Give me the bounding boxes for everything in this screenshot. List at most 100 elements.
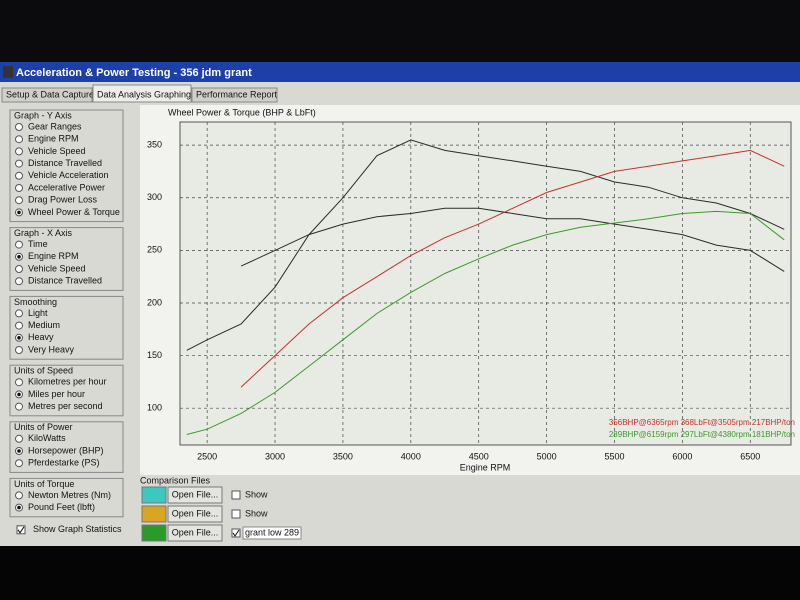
radio-label[interactable]: Vehicle Acceleration: [28, 170, 109, 180]
group-box: [9, 421, 124, 473]
radio[interactable]: [15, 159, 23, 168]
stats-annotation: 289BHP@6159rpm 297LbFt@4380rpm 181BHP/to…: [609, 430, 795, 439]
series-line: [240, 149, 785, 388]
radio-label[interactable]: Wheel Power & Torque: [28, 207, 120, 217]
tab[interactable]: [92, 84, 192, 103]
checkbox[interactable]: [231, 490, 241, 500]
radio-label[interactable]: Gear Ranges: [28, 121, 82, 131]
x-tick-label: 4000: [401, 451, 421, 461]
radio[interactable]: [15, 402, 23, 411]
y-tick-label: 250: [147, 245, 162, 255]
radio-label[interactable]: Newton Metres (Nm): [28, 490, 111, 500]
x-tick-label: 6500: [740, 451, 760, 461]
radio[interactable]: [15, 171, 23, 180]
button-label[interactable]: Open File...: [172, 489, 219, 499]
radio-label[interactable]: Engine RPM: [28, 134, 79, 144]
button[interactable]: [167, 524, 223, 542]
window-title: Acceleration & Power Testing - 356 jdm g…: [16, 67, 252, 79]
radio-label[interactable]: Horsepower (BHP): [28, 445, 104, 455]
tab[interactable]: [1, 87, 93, 103]
radio-label[interactable]: Distance Travelled: [28, 276, 102, 286]
radio[interactable]: [15, 147, 23, 156]
radio-label[interactable]: Engine RPM: [28, 251, 79, 261]
button-label[interactable]: Open File...: [172, 527, 219, 537]
button[interactable]: [167, 486, 223, 504]
radio-label[interactable]: Accelerative Power: [28, 182, 105, 192]
radio[interactable]: [15, 321, 23, 330]
radio-label[interactable]: Very Heavy: [28, 344, 75, 354]
button[interactable]: [167, 505, 223, 523]
radio[interactable]: [15, 265, 23, 273]
radio-label[interactable]: Miles per hour: [28, 389, 85, 399]
plot-area: [179, 121, 792, 446]
app-icon: [3, 66, 13, 78]
chart-title: Wheel Power & Torque (BHP & LbFt): [168, 107, 316, 117]
radio[interactable]: [15, 123, 23, 131]
color-swatch: [141, 486, 167, 504]
group-box: [9, 109, 124, 223]
radio-label[interactable]: Pound Feet (lbft): [28, 502, 95, 512]
radio[interactable]: [15, 378, 23, 387]
tab[interactable]: [191, 87, 278, 103]
group-box: [9, 227, 124, 291]
y-tick-label: 350: [147, 140, 162, 150]
check: [17, 526, 25, 534]
tab-label[interactable]: Performance Report: [196, 89, 278, 99]
series-line: [186, 139, 785, 351]
radio-label[interactable]: Kilometres per hour: [28, 377, 107, 387]
radio-label[interactable]: Metres per second: [28, 401, 103, 411]
radio-label[interactable]: Drag Power Loss: [28, 195, 98, 205]
radio[interactable]: [15, 240, 23, 249]
radio-label[interactable]: Heavy: [28, 332, 54, 342]
radio[interactable]: [15, 277, 23, 286]
radio-label[interactable]: Pferdestarke (PS): [28, 458, 100, 468]
radio-label[interactable]: Vehicle Speed: [28, 146, 86, 156]
radio-label[interactable]: KiloWatts: [28, 433, 66, 443]
radio[interactable]: [15, 459, 23, 468]
radio[interactable]: [15, 491, 23, 500]
group-title: Graph - X Axis: [14, 228, 73, 238]
radio-dot: [17, 210, 21, 215]
radio-dot: [17, 505, 21, 510]
checkbox[interactable]: [231, 528, 241, 538]
y-tick-label: 100: [147, 403, 162, 413]
radio[interactable]: [15, 309, 23, 318]
series-line: [240, 207, 785, 272]
radio-label[interactable]: Medium: [28, 320, 60, 330]
title-bar: [0, 62, 800, 82]
radio[interactable]: [15, 135, 23, 144]
y-tick-label: 150: [147, 350, 162, 360]
x-tick-label: 3500: [333, 451, 353, 461]
bezel-bottom: [0, 546, 800, 600]
file-label: grant low 289: [245, 527, 299, 537]
tab-label[interactable]: Data Analysis Graphing: [97, 89, 191, 99]
x-tick-label: 4500: [469, 451, 489, 461]
x-tick-label: 5500: [604, 451, 624, 461]
x-tick-label: 6000: [672, 451, 692, 461]
x-tick-label: 3000: [265, 451, 285, 461]
radio-label[interactable]: Time: [28, 239, 48, 249]
radio[interactable]: [15, 196, 23, 205]
radio[interactable]: [15, 346, 23, 354]
radio-label[interactable]: Vehicle Speed: [28, 263, 86, 273]
button-label[interactable]: Open File...: [172, 508, 219, 518]
group-box: [9, 364, 124, 417]
group-box: [9, 477, 124, 518]
radio-dot: [17, 254, 21, 259]
radio-label[interactable]: Light: [28, 308, 48, 318]
radio-label[interactable]: Distance Travelled: [28, 158, 102, 168]
checkbox-label[interactable]: Show Graph Statistics: [33, 524, 122, 534]
color-swatch: [141, 524, 167, 542]
radio[interactable]: [15, 434, 23, 443]
comparison-title: Comparison Files: [140, 475, 211, 485]
file-label: Show: [245, 508, 268, 518]
checkbox[interactable]: [16, 525, 26, 535]
checkbox[interactable]: [231, 509, 241, 519]
group-title: Units of Torque: [14, 479, 74, 489]
color-swatch: [141, 505, 167, 523]
radio-dot: [17, 392, 21, 397]
tab-label[interactable]: Setup & Data Capture: [6, 89, 94, 99]
radio[interactable]: [15, 184, 23, 192]
group-title: Units of Power: [14, 422, 73, 432]
